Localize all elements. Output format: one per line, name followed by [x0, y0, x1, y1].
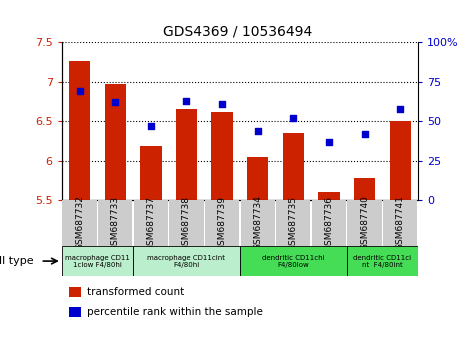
Bar	[383, 200, 418, 246]
Bar	[134, 200, 168, 246]
Text: GSM687740: GSM687740	[360, 195, 369, 251]
Text: GSM687739: GSM687739	[218, 195, 227, 251]
Text: dendritic CD11ci
nt  F4/80int: dendritic CD11ci nt F4/80int	[353, 255, 411, 268]
Point	[147, 123, 155, 129]
Bar	[312, 200, 346, 246]
Text: GDS4369 / 10536494: GDS4369 / 10536494	[163, 25, 312, 39]
Bar	[62, 246, 133, 276]
Text: GSM687736: GSM687736	[324, 195, 333, 251]
Text: GSM687737: GSM687737	[146, 195, 155, 251]
Bar	[140, 147, 162, 200]
Point	[254, 128, 261, 133]
Text: percentile rank within the sample: percentile rank within the sample	[86, 307, 263, 317]
Text: cell type: cell type	[0, 256, 33, 266]
Bar	[354, 178, 375, 200]
Bar	[169, 200, 203, 246]
Bar	[276, 200, 310, 246]
Text: GSM687741: GSM687741	[396, 195, 405, 251]
Bar	[205, 200, 239, 246]
Point	[325, 139, 332, 144]
Bar	[104, 84, 126, 200]
Text: GSM687734: GSM687734	[253, 195, 262, 251]
Point	[218, 101, 226, 107]
Bar	[69, 307, 81, 318]
Bar	[63, 200, 97, 246]
Bar	[240, 246, 347, 276]
Point	[361, 131, 369, 137]
Bar	[69, 61, 90, 200]
Bar	[283, 133, 304, 200]
Bar	[69, 287, 81, 297]
Bar	[176, 109, 197, 200]
Bar	[347, 246, 418, 276]
Point	[396, 106, 404, 112]
Bar	[240, 200, 275, 246]
Text: dendritic CD11chi
F4/80low: dendritic CD11chi F4/80low	[262, 255, 324, 268]
Point	[111, 99, 119, 105]
Bar	[318, 192, 340, 200]
Bar	[211, 112, 233, 200]
Text: macrophage CD11
1clow F4/80hi: macrophage CD11 1clow F4/80hi	[65, 255, 130, 268]
Text: GSM687733: GSM687733	[111, 195, 120, 251]
Text: GSM687738: GSM687738	[182, 195, 191, 251]
Text: GSM687732: GSM687732	[75, 195, 84, 251]
Point	[182, 98, 190, 104]
Text: transformed count: transformed count	[86, 287, 184, 297]
Point	[76, 88, 84, 94]
Bar	[347, 200, 382, 246]
Text: GSM687735: GSM687735	[289, 195, 298, 251]
Text: macrophage CD11cint
F4/80hi: macrophage CD11cint F4/80hi	[147, 255, 226, 268]
Point	[289, 115, 297, 121]
Bar	[133, 246, 240, 276]
Bar	[247, 157, 268, 200]
Bar	[390, 121, 411, 200]
Bar	[98, 200, 132, 246]
